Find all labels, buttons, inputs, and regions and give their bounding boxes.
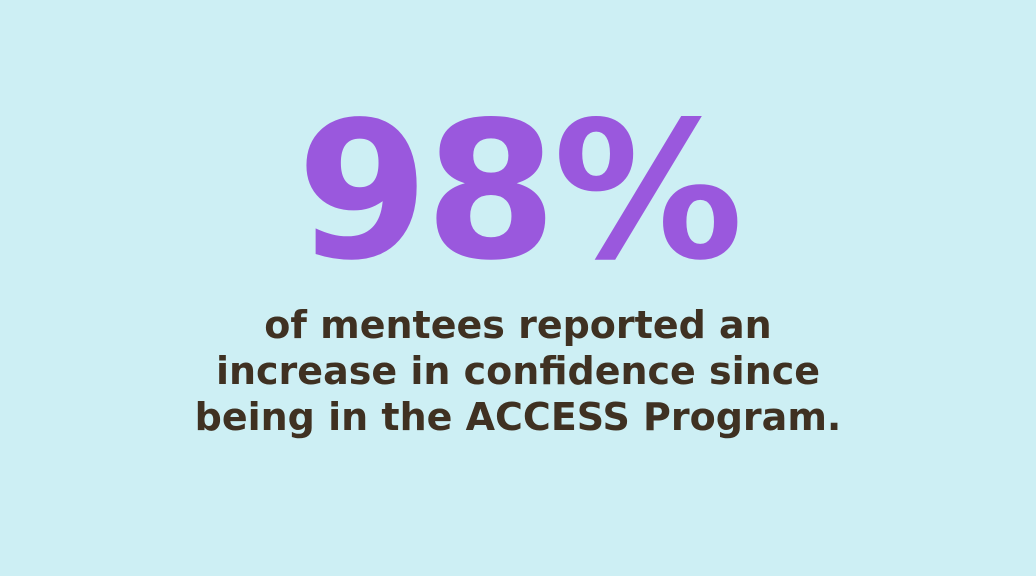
description-line: of mentees reported an [264,303,772,347]
description-line: increase in confidence since [215,349,821,393]
description-line: being in the ACCESS Program. [194,395,842,439]
stat-description: of mentees reported an increase in confi… [0,302,1036,440]
stat-value: 98% [296,81,744,302]
